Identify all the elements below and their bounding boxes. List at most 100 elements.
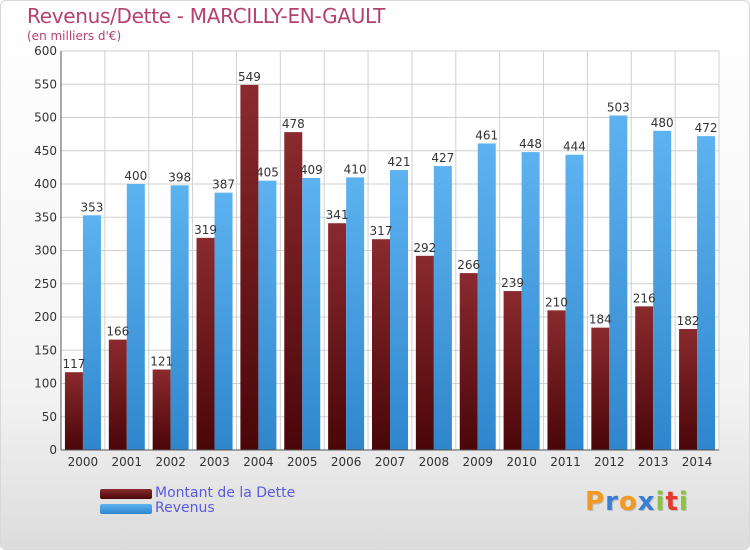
data-label-revenue: 387 (212, 178, 235, 192)
legend-label-revenue: Revenus (155, 500, 215, 516)
bar-debt (108, 339, 127, 450)
logo-letter: x (637, 487, 656, 517)
bar-debt (459, 273, 478, 450)
bar-debt (547, 310, 566, 450)
data-label-revenue: 400 (124, 169, 147, 183)
data-label-revenue: 353 (80, 200, 103, 214)
data-label-revenue: 427 (431, 151, 454, 165)
data-label-revenue: 405 (256, 166, 279, 180)
logo-letter: i (678, 487, 689, 517)
bar-revenue (433, 166, 452, 451)
x-tick-label: 2006 (331, 455, 362, 469)
data-label-debt: 317 (370, 224, 393, 238)
bar-revenue (170, 185, 189, 450)
x-tick-label: 2013 (638, 455, 669, 469)
bar-revenue (258, 180, 277, 451)
x-tick-label: 2012 (594, 455, 625, 469)
bar-revenue (126, 184, 145, 450)
data-label-revenue: 503 (607, 101, 630, 115)
y-tick-label: 350 (34, 210, 57, 224)
bar-revenue (82, 215, 101, 450)
x-tick-label: 2011 (550, 455, 581, 469)
x-tick-label: 2005 (287, 455, 318, 469)
bar-revenue (477, 143, 496, 450)
logo-letter: i (655, 487, 666, 517)
bar-revenue (390, 170, 408, 450)
bar-debt (372, 239, 390, 450)
bar-debt (635, 306, 654, 450)
y-tick-label: 50 (42, 410, 57, 424)
bar-debt (284, 132, 303, 450)
logo-letter: r (605, 487, 619, 517)
bar-debt (503, 291, 522, 450)
x-tick-label: 2000 (68, 455, 99, 469)
data-label-debt: 121 (150, 355, 173, 369)
data-label-debt: 341 (326, 208, 349, 222)
bar-debt (328, 223, 347, 450)
proxiti-logo: Proxiti (585, 487, 689, 517)
logo-letter: P (585, 487, 606, 517)
data-label-debt: 239 (501, 276, 524, 290)
data-label-revenue: 421 (388, 155, 411, 169)
data-label-debt: 266 (457, 258, 480, 272)
legend-label-debt: Montant de la Dette (155, 485, 296, 501)
x-tick-label: 2002 (155, 455, 186, 469)
bar-debt (591, 327, 610, 450)
data-label-revenue: 472 (695, 121, 718, 135)
y-tick-label: 550 (34, 77, 57, 91)
bar-revenue (653, 130, 672, 451)
data-label-debt: 184 (589, 313, 612, 327)
data-label-debt: 478 (282, 117, 305, 131)
bar-debt (679, 328, 698, 450)
data-label-debt: 166 (106, 325, 129, 339)
x-tick-label: 2010 (506, 455, 537, 469)
data-label-debt: 292 (413, 241, 436, 255)
y-tick-label: 450 (34, 144, 57, 158)
bar-debt (64, 372, 83, 450)
y-tick-label: 250 (34, 277, 57, 291)
chart-subtitle: (en milliers d'€) (27, 29, 122, 43)
y-tick-label: 500 (34, 111, 57, 125)
data-label-revenue: 448 (519, 137, 542, 151)
bar-debt (152, 369, 171, 450)
bar-revenue (609, 115, 628, 450)
legend-swatch-debt (100, 489, 152, 499)
y-tick-label: 600 (34, 44, 57, 58)
data-label-revenue: 461 (475, 128, 498, 142)
data-label-revenue: 444 (563, 140, 586, 154)
x-tick-label: 2007 (375, 455, 406, 469)
x-tick-label: 2009 (462, 455, 493, 469)
bar-debt (240, 84, 259, 450)
y-tick-label: 150 (34, 343, 57, 357)
x-tick-label: 2004 (243, 455, 274, 469)
data-label-revenue: 409 (300, 163, 323, 177)
bar-revenue (346, 177, 365, 450)
y-tick-label: 200 (34, 310, 57, 324)
bar-revenue (302, 178, 321, 450)
data-label-debt: 549 (238, 70, 261, 84)
data-label-debt: 210 (545, 295, 568, 309)
y-tick-label: 0 (49, 443, 57, 457)
y-tick-label: 100 (34, 377, 57, 391)
data-label-debt: 216 (633, 291, 656, 305)
bar-debt (415, 255, 434, 450)
x-tick-label: 2001 (112, 455, 143, 469)
legend-swatch-revenue (100, 504, 152, 514)
x-tick-label: 2003 (199, 455, 230, 469)
data-label-revenue: 398 (168, 170, 191, 184)
chart-title: Revenus/Dette - MARCILLY-EN-GAULT (27, 4, 386, 28)
logo-letter: o (618, 487, 638, 517)
bar-revenue (697, 136, 716, 450)
data-label-debt: 117 (62, 357, 85, 371)
data-label-revenue: 480 (651, 116, 674, 130)
data-label-debt: 319 (194, 223, 217, 237)
logo-letter: t (665, 487, 679, 517)
x-tick-label: 2014 (682, 455, 713, 469)
y-tick-label: 300 (34, 244, 57, 258)
x-tick-label: 2008 (419, 455, 450, 469)
bar-revenue (214, 192, 233, 450)
bar-revenue (521, 152, 540, 450)
data-label-revenue: 410 (344, 162, 367, 176)
bar-debt (196, 237, 215, 450)
